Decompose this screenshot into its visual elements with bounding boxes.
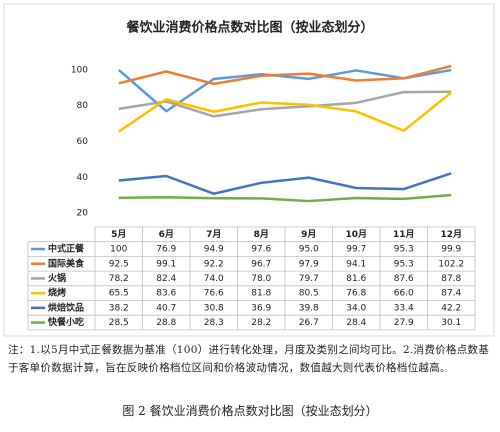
series-line (118, 172, 452, 195)
y-tick-label: 60 (77, 137, 89, 147)
table-value: 95.3 (394, 245, 414, 255)
y-tick-label: 100 (71, 65, 88, 75)
note: 注：1.以5月中式正餐数据为基准（100）进行转化处理，月度及类别之间均可比。2… (8, 344, 490, 374)
table-value: 83.6 (156, 289, 176, 299)
table-value: 81.8 (251, 289, 271, 299)
table-value: 28.5 (109, 318, 129, 328)
table-value: 97.9 (299, 259, 319, 269)
table-value: 102.2 (438, 259, 464, 269)
legend-label: 烧烤 (48, 287, 66, 299)
table-value: 92.5 (109, 259, 129, 269)
table-value: 40.7 (156, 303, 176, 313)
chart: 餐饮业消费价格点数对比图（按业态划分） 20 40 60 80 100 5月 6月 7月 8月 9… (3, 3, 495, 337)
x-tick-label: 6月 (159, 229, 174, 240)
table-value: 74.0 (204, 274, 224, 284)
x-tick-label: 12月 (440, 229, 462, 240)
table-value: 78.0 (251, 274, 271, 284)
table-value: 94.1 (346, 259, 366, 269)
table-value: 99.7 (346, 245, 366, 255)
table-value: 99.9 (441, 245, 461, 255)
table-value: 97.6 (251, 245, 271, 255)
y-tick-label: 40 (77, 173, 89, 183)
table-value: 87.6 (394, 274, 414, 284)
table-value: 30.8 (204, 303, 224, 313)
table-value: 34.0 (346, 303, 366, 313)
table-value: 80.5 (299, 289, 319, 299)
x-tick-label: 5月 (111, 229, 126, 240)
series-line (118, 64, 452, 86)
legend-label: 中式正餐 (48, 243, 85, 255)
table-value: 28.8 (156, 318, 176, 328)
table-value: 78.2 (109, 274, 129, 284)
x-tick-label: 8月 (254, 229, 269, 240)
y-tick-label: 80 (77, 101, 89, 111)
legend-label: 国际美食 (48, 257, 85, 269)
table-value: 100 (110, 245, 127, 255)
y-tick-label: 20 (77, 209, 89, 219)
table-value: 94.9 (204, 245, 224, 255)
table-value: 95.3 (394, 259, 414, 269)
table-value: 42.2 (441, 303, 461, 313)
table-value: 28.2 (251, 318, 271, 328)
table-value: 76.9 (156, 245, 176, 255)
x-tick-label: 9月 (301, 229, 316, 240)
table-value: 76.6 (204, 289, 224, 299)
table-value: 87.8 (441, 274, 461, 284)
table-value: 87.4 (441, 289, 461, 299)
table-value: 39.8 (299, 303, 319, 313)
table-value: 82.4 (156, 274, 176, 284)
table-value: 96.7 (251, 259, 271, 269)
table-value: 33.4 (394, 303, 414, 313)
figure-caption: 图 2 餐饮业消费价格点数对比图（按业态划分） (122, 404, 378, 418)
x-tick-label: 10月 (345, 229, 367, 240)
legend-label: 快餐小吃 (48, 316, 84, 328)
table-value: 30.1 (441, 318, 461, 328)
table-value: 95.0 (299, 245, 319, 255)
series-line (118, 193, 452, 203)
table-value: 92.2 (204, 259, 224, 269)
x-tick-label: 11月 (393, 229, 415, 240)
x-tick-label: 7月 (206, 229, 221, 240)
table-value: 36.9 (251, 303, 271, 313)
table-value: 26.7 (299, 318, 319, 328)
series-line (118, 90, 452, 118)
legend-label: 烘焙饮品 (48, 301, 84, 313)
series-line (117, 68, 452, 113)
table-value: 66.0 (394, 289, 414, 299)
table-value: 99.1 (156, 259, 176, 269)
table-value: 79.7 (299, 274, 319, 284)
chart-frame (3, 3, 495, 337)
series-line (118, 91, 453, 133)
table-value: 27.9 (394, 318, 414, 328)
chart-title: 餐饮业消费价格点数对比图（按业态划分） (125, 20, 373, 36)
table-value: 28.3 (204, 318, 224, 328)
table-value: 81.6 (346, 274, 366, 284)
legend-label: 火锅 (48, 272, 66, 284)
table-value: 28.4 (346, 318, 366, 328)
table-value: 76.8 (346, 289, 366, 299)
table-value: 38.2 (109, 303, 129, 313)
table-value: 65.5 (109, 289, 129, 299)
